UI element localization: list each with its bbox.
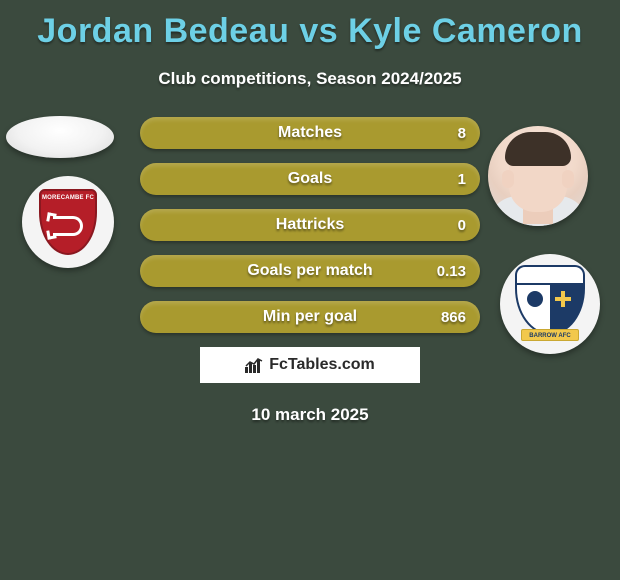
- ball-icon: [527, 291, 543, 307]
- subtitle: Club competitions, Season 2024/2025: [0, 69, 620, 89]
- stat-value-right: 866: [441, 309, 466, 326]
- club-right-badge: BARROW AFC: [500, 254, 600, 354]
- stat-row: Matches 8: [140, 117, 480, 149]
- stat-row: Goals per match 0.13: [140, 255, 480, 287]
- stat-label: Hattricks: [276, 216, 344, 234]
- shield-icon: MORECAMBE FC: [39, 189, 97, 255]
- shrimp-icon: [53, 216, 83, 236]
- stat-value-right: 8: [458, 125, 466, 142]
- stat-label: Goals: [288, 170, 332, 188]
- stat-label: Goals per match: [247, 262, 372, 280]
- club-left-name: MORECAMBE FC: [42, 195, 94, 201]
- player-left-avatar-placeholder: [6, 116, 114, 158]
- brand-text: FcTables.com: [269, 356, 375, 374]
- club-left-badge: MORECAMBE FC: [22, 176, 114, 268]
- stat-value-right: 0.13: [437, 263, 466, 280]
- stat-value-right: 1: [458, 171, 466, 188]
- hair-shape: [505, 132, 571, 166]
- bars-icon: [245, 357, 265, 373]
- ear-shape: [502, 170, 514, 188]
- stat-value-right: 0: [458, 217, 466, 234]
- player-right-avatar: [488, 126, 588, 226]
- date-text: 10 march 2025: [0, 405, 620, 425]
- stat-row: Hattricks 0: [140, 209, 480, 241]
- stat-row: Min per goal 866: [140, 301, 480, 333]
- brand-box: FcTables.com: [200, 347, 420, 383]
- stat-label: Min per goal: [263, 308, 357, 326]
- ear-shape: [562, 170, 574, 188]
- stat-label: Matches: [278, 124, 342, 142]
- stat-row: Goals 1: [140, 163, 480, 195]
- cross-icon: [555, 291, 571, 307]
- crest-icon: BARROW AFC: [515, 265, 585, 343]
- crest-banner: BARROW AFC: [521, 329, 579, 341]
- page-title: Jordan Bedeau vs Kyle Cameron: [0, 0, 620, 51]
